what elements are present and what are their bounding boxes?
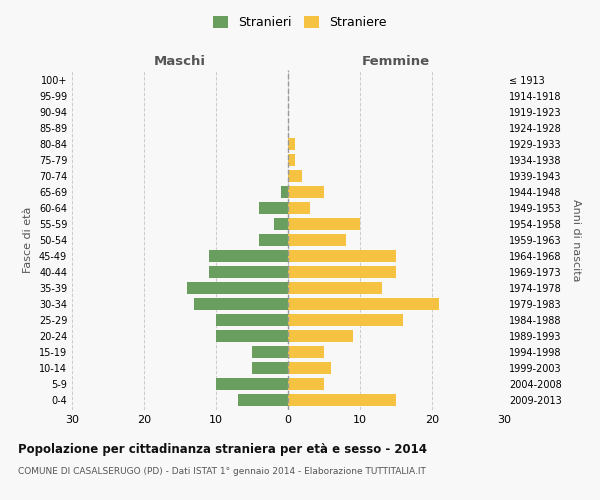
Bar — [288, 282, 382, 294]
Bar — [288, 202, 310, 214]
Y-axis label: Fasce di età: Fasce di età — [23, 207, 33, 273]
Bar — [288, 298, 439, 310]
Bar — [288, 170, 302, 182]
Bar — [288, 250, 396, 262]
Bar — [288, 154, 295, 166]
Text: COMUNE DI CASALSERUGO (PD) - Dati ISTAT 1° gennaio 2014 - Elaborazione TUTTITALI: COMUNE DI CASALSERUGO (PD) - Dati ISTAT … — [18, 468, 426, 476]
Text: Popolazione per cittadinanza straniera per età e sesso - 2014: Popolazione per cittadinanza straniera p… — [18, 442, 427, 456]
Bar — [209, 250, 288, 262]
Bar — [288, 378, 324, 390]
Bar — [288, 234, 346, 246]
Bar — [288, 186, 324, 198]
Bar — [288, 314, 403, 326]
Bar — [288, 330, 353, 342]
Bar — [216, 330, 288, 342]
Bar — [288, 362, 331, 374]
Bar — [288, 218, 360, 230]
Bar — [281, 186, 288, 198]
Bar — [252, 362, 288, 374]
Bar — [209, 266, 288, 278]
Bar — [259, 234, 288, 246]
Bar — [216, 314, 288, 326]
Bar — [274, 218, 288, 230]
Bar — [288, 266, 396, 278]
Bar — [259, 202, 288, 214]
Text: Femmine: Femmine — [362, 56, 430, 68]
Bar — [288, 394, 396, 406]
Bar — [288, 346, 324, 358]
Bar — [238, 394, 288, 406]
Bar — [216, 378, 288, 390]
Legend: Stranieri, Straniere: Stranieri, Straniere — [208, 11, 392, 34]
Bar — [194, 298, 288, 310]
Text: Maschi: Maschi — [154, 56, 206, 68]
Bar — [288, 138, 295, 150]
Y-axis label: Anni di nascita: Anni di nascita — [571, 198, 581, 281]
Bar — [252, 346, 288, 358]
Bar — [187, 282, 288, 294]
